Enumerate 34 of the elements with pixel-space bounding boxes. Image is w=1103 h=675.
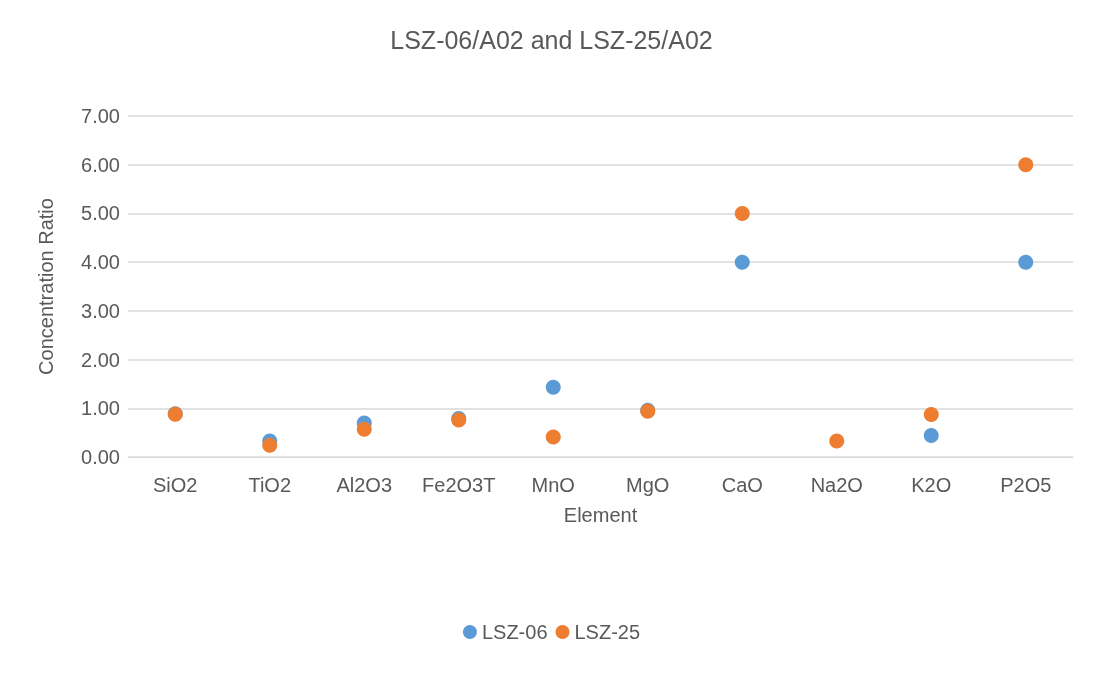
x-tick-label: SiO2 — [153, 474, 198, 496]
x-tick-label: MnO — [531, 474, 575, 496]
x-axis-title: Element — [563, 504, 638, 526]
y-tick-label: 7.00 — [81, 105, 120, 127]
point — [356, 421, 372, 437]
x-tick-label: TiO2 — [248, 474, 292, 496]
x-tick-label: Fe2O3T — [422, 474, 496, 496]
point — [734, 205, 750, 221]
y-tick-label: 6.00 — [81, 153, 120, 176]
x-tick-label: CaO — [721, 474, 763, 496]
point — [1018, 157, 1034, 173]
x-tick-label: K2O — [911, 474, 952, 496]
point — [1018, 254, 1034, 270]
x-tick-label: P2O5 — [1000, 474, 1052, 496]
y-axis-title: Concentration Ratio — [35, 198, 57, 375]
y-tick-label: 0.00 — [81, 446, 120, 468]
y-tick-label: 4.00 — [81, 251, 120, 274]
x-tick-label: Al2O3 — [336, 474, 393, 496]
y-tick-label: 3.00 — [81, 299, 120, 322]
point — [923, 428, 939, 444]
y-tick-label: 5.00 — [81, 202, 120, 225]
point — [734, 254, 750, 270]
x-tick-label: Na2O — [810, 474, 863, 496]
legend-label: LSZ-06 — [481, 621, 548, 643]
y-tick-label: 1.00 — [81, 397, 120, 420]
point — [829, 433, 845, 449]
point — [545, 379, 561, 395]
point — [545, 429, 561, 445]
point — [923, 407, 939, 423]
point — [262, 437, 278, 453]
chart-title: LSZ-06/A02 and LSZ-25/A02 — [390, 25, 713, 54]
y-tick-label: 2.00 — [81, 348, 120, 371]
legend-label: LSZ-25 — [574, 621, 641, 643]
x-tick-label: MgO — [626, 474, 670, 496]
